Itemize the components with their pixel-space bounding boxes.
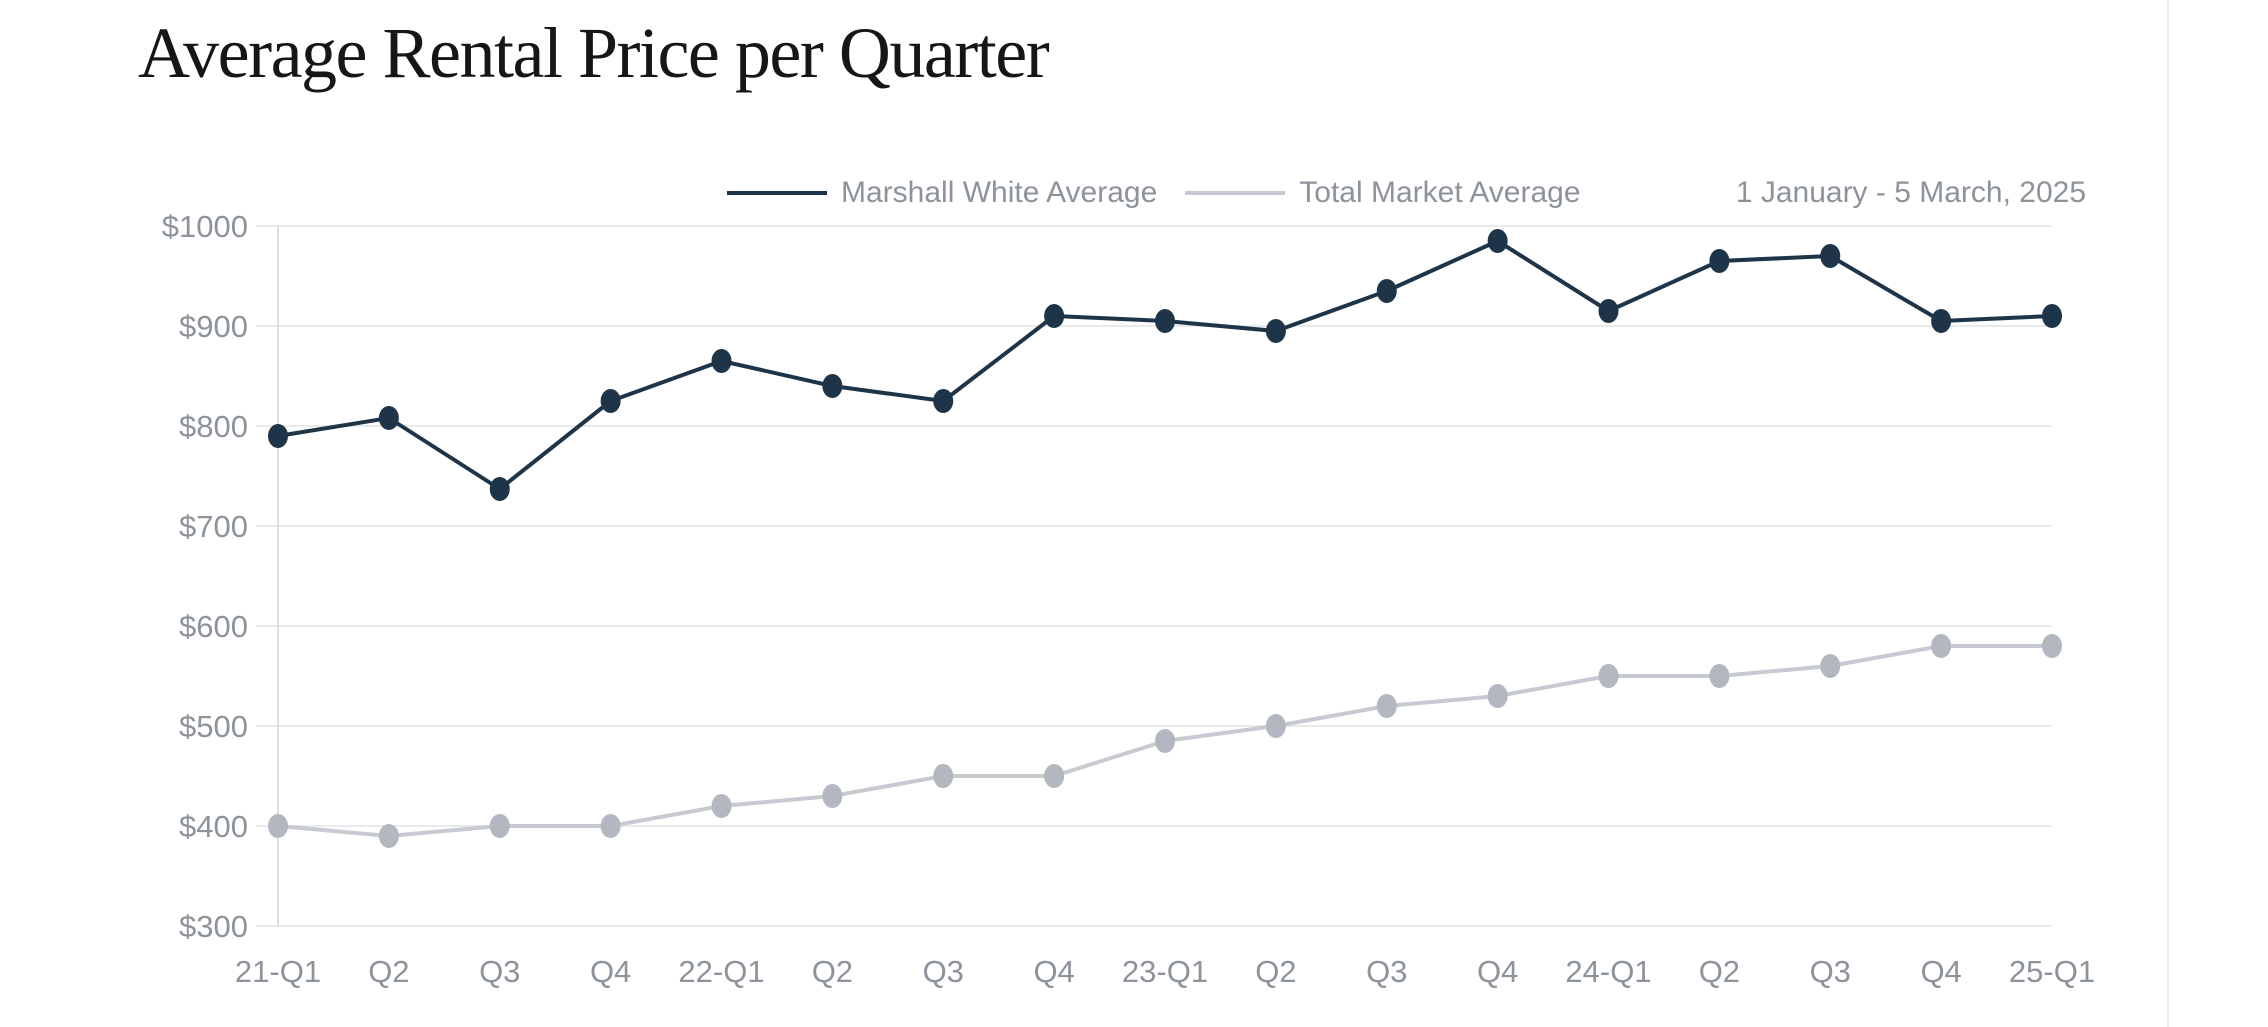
- data-point-marshall-white-average: [1487, 229, 1508, 253]
- data-point-marshall-white-average: [1598, 299, 1619, 323]
- data-point-marshall-white-average: [2042, 304, 2062, 328]
- series-line-marshall-white-average: [277, 239, 2053, 491]
- x-tick-label: Q4: [1920, 954, 1961, 989]
- y-tick-label: $800: [179, 409, 248, 444]
- data-point-total-market-average: [1709, 664, 1730, 688]
- x-tick-label: 21-Q1: [235, 954, 321, 989]
- chart-legend: Marshall White Average Total Market Aver…: [727, 176, 1581, 210]
- data-point-marshall-white-average: [600, 389, 621, 413]
- x-tick-label: Q2: [1255, 954, 1296, 989]
- data-point-marshall-white-average: [489, 477, 510, 501]
- x-tick-label: 24-Q1: [1565, 954, 1651, 989]
- x-tick-label: 23-Q1: [1122, 954, 1208, 989]
- x-tick-label: Q3: [1366, 954, 1407, 989]
- date-range-label: 1 January - 5 March, 2025: [1735, 176, 2086, 209]
- y-tick-label: $700: [179, 509, 248, 544]
- data-point-marshall-white-average: [1376, 279, 1397, 303]
- data-point-total-market-average: [822, 784, 843, 808]
- x-tick-label: Q3: [1810, 954, 1851, 989]
- x-tick-label: Q4: [1033, 954, 1074, 989]
- legend-item-total-market: Total Market Average: [1185, 176, 1581, 210]
- data-point-marshall-white-average: [1709, 249, 1730, 273]
- data-point-total-market-average: [600, 814, 621, 838]
- data-point-marshall-white-average: [1155, 309, 1175, 333]
- data-point-total-market-average: [2042, 634, 2062, 658]
- data-point-marshall-white-average: [1044, 304, 1065, 328]
- legend-label-total-market: Total Market Average: [1299, 176, 1581, 209]
- y-tick-label: $600: [179, 609, 248, 644]
- x-tick-label: Q4: [590, 954, 631, 989]
- data-point-marshall-white-average: [933, 389, 954, 413]
- data-point-total-market-average: [1265, 714, 1286, 738]
- x-axis-tick-labels: 21-Q1 Q2 Q3 Q4 22-Q1 Q2 Q3 Q4 23-Q1 Q2 Q3 Q4 24-Q1 Q2…: [235, 954, 2095, 989]
- legend-label-marshall-white: Marshall White Average: [841, 176, 1158, 209]
- data-point-marshall-white-average: [378, 406, 399, 430]
- data-point-total-market-average: [1044, 764, 1065, 788]
- x-tick-label: Q2: [1699, 954, 1740, 989]
- data-point-total-market-average: [1820, 654, 1841, 678]
- y-tick-label: $400: [179, 809, 248, 844]
- x-tick-label: Q3: [923, 954, 964, 989]
- y-tick-label: $900: [179, 309, 248, 344]
- y-tick-label: $1000: [162, 209, 248, 244]
- data-point-total-market-average: [1598, 664, 1619, 688]
- data-point-marshall-white-average: [1820, 244, 1841, 268]
- data-point-marshall-white-average: [1931, 309, 1952, 333]
- x-tick-label: Q3: [479, 954, 520, 989]
- y-axis-tick-labels: $1000 $900 $800 $700 $600 $500 $400 $300: [162, 209, 248, 944]
- data-point-total-market-average: [378, 824, 399, 848]
- y-tick-label: $300: [179, 909, 248, 944]
- data-point-total-market-average: [933, 764, 954, 788]
- data-point-total-market-average: [1487, 684, 1508, 708]
- gridlines: [256, 225, 2052, 927]
- series-marshall-white-average: [268, 229, 2062, 501]
- data-point-marshall-white-average: [822, 374, 843, 398]
- data-point-total-market-average: [1155, 729, 1175, 753]
- legend-line-swatch-navy: [727, 191, 827, 195]
- data-point-total-market-average: [1376, 694, 1397, 718]
- x-tick-label: 22-Q1: [678, 954, 764, 989]
- data-point-total-market-average: [489, 814, 510, 838]
- data-point-total-market-average: [1931, 634, 1952, 658]
- data-point-marshall-white-average: [268, 424, 288, 448]
- legend-item-marshall-white: Marshall White Average: [727, 176, 1157, 210]
- x-tick-label: 25-Q1: [2009, 954, 2095, 989]
- page-edge-divider: [2167, 0, 2169, 1027]
- legend-line-swatch-gray: [1185, 191, 1286, 195]
- data-point-marshall-white-average: [1265, 319, 1286, 343]
- series-total-market-average: [268, 634, 2062, 848]
- chart-title: Average Rental Price per Quarter: [138, 13, 1050, 93]
- y-tick-label: $500: [179, 709, 248, 744]
- data-point-total-market-average: [711, 794, 732, 818]
- x-tick-label: Q2: [812, 954, 853, 989]
- x-tick-label: Q4: [1477, 954, 1518, 989]
- data-point-marshall-white-average: [711, 349, 732, 373]
- data-point-total-market-average: [268, 814, 288, 838]
- x-tick-label: Q2: [368, 954, 409, 989]
